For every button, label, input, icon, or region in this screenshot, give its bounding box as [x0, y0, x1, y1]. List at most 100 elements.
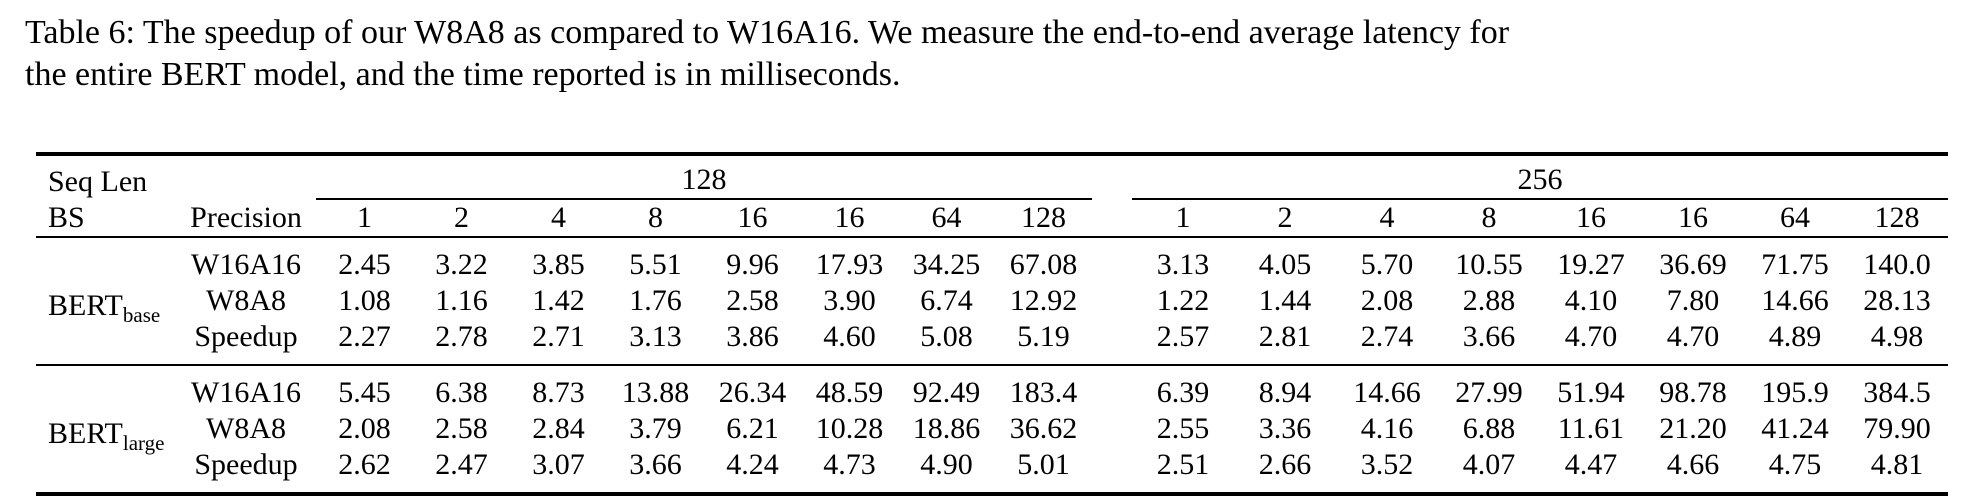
- value-cell: 92.49: [898, 364, 995, 411]
- precision-header: Precision: [176, 154, 316, 238]
- value-cell: 4.07: [1462, 448, 1516, 481]
- row-label-bert-large: BERTlarge: [36, 364, 176, 494]
- subcol-header: 128: [995, 199, 1092, 238]
- value-cell: 19.27: [1557, 248, 1625, 281]
- value-cell: 2.58: [726, 284, 779, 317]
- value-cell: 2.88: [1462, 284, 1516, 317]
- value-cell: 3.86: [726, 320, 779, 353]
- value-cell: 3.36: [1258, 412, 1312, 445]
- value-cell: 3.66: [629, 448, 682, 481]
- value-cell: 5.08: [920, 320, 973, 353]
- value-cell: 1.76: [629, 284, 682, 317]
- value-cell: 5.45: [316, 364, 413, 411]
- value-cell: 4.66: [1666, 448, 1720, 481]
- value-cell: 34.25: [912, 248, 981, 281]
- row-label-bert-base: BERTbase: [36, 237, 176, 365]
- value-cell: 67.08: [1009, 248, 1078, 281]
- value-cell: 5.01: [1017, 448, 1070, 481]
- header-row-groups: Seq Len BS Precision 128 256: [36, 154, 1948, 238]
- subcol-header: 16: [801, 199, 898, 238]
- value-cell: 3.13: [629, 320, 682, 353]
- value-cell: 71.75: [1761, 248, 1829, 281]
- value-cell: 12.92: [1009, 284, 1078, 317]
- value-cell: 28.13: [1863, 284, 1931, 317]
- column-gap: [1092, 283, 1132, 319]
- subcol-header: 8: [607, 199, 704, 238]
- table-row: W8A8 2.08 2.58 2.84 3.79 6.21 10.28 18.8…: [36, 411, 1948, 447]
- value-cell: 4.70: [1666, 320, 1720, 353]
- value-cell: 18.86: [912, 412, 981, 445]
- value-cell: 1.44: [1258, 284, 1312, 317]
- value-cell: 2.55: [1156, 412, 1210, 445]
- subcol-header: 64: [898, 199, 995, 238]
- column-gap: [1092, 411, 1132, 447]
- model-name: BERT: [48, 416, 123, 450]
- subcol-header: 4: [510, 199, 607, 238]
- value-cell: 3.79: [629, 412, 682, 445]
- value-cell: 1.08: [338, 284, 391, 317]
- value-cell: 2.51: [1156, 448, 1210, 481]
- value-cell: 2.57: [1156, 320, 1210, 353]
- value-cell: 3.66: [1462, 320, 1516, 353]
- value-cell: 2.84: [532, 412, 585, 445]
- value-cell: 4.24: [726, 448, 779, 481]
- table-caption: Table 6: The speedup of our W8A8 as comp…: [25, 12, 1965, 96]
- value-cell: 4.90: [920, 448, 973, 481]
- value-cell: 2.58: [435, 412, 488, 445]
- value-cell: 140.0: [1863, 248, 1931, 281]
- column-gap: [1092, 364, 1132, 411]
- value-cell: 27.99: [1438, 364, 1540, 411]
- model-subscript: large: [122, 430, 165, 455]
- value-cell: 8.94: [1234, 364, 1336, 411]
- subcol-header: 128: [1846, 199, 1948, 238]
- subcol-header: 1: [1132, 199, 1234, 238]
- value-cell: 2.27: [338, 320, 391, 353]
- table-row: BERTbase W16A16 2.45 3.22 3.85 5.51 9.96…: [36, 237, 1948, 325]
- value-cell: 384.5: [1846, 364, 1948, 411]
- subcol-header: 2: [1234, 199, 1336, 238]
- value-cell: 2.08: [338, 412, 391, 445]
- value-cell: 6.38: [413, 364, 510, 411]
- caption-line-2: the entire BERT model, and the time repo…: [25, 56, 901, 93]
- value-cell: 14.66: [1761, 284, 1829, 317]
- value-cell: 3.22: [435, 248, 488, 281]
- value-cell: 2.78: [435, 320, 488, 353]
- value-cell: 4.81: [1870, 448, 1924, 481]
- value-cell: 79.90: [1863, 412, 1931, 445]
- group-header-256: 256: [1132, 154, 1948, 200]
- subcol-header: 1: [316, 199, 413, 238]
- value-cell: 1.22: [1156, 284, 1210, 317]
- value-cell: 10.28: [815, 412, 884, 445]
- latency-table: Seq Len BS Precision 128 256 1 2 4 8 16 …: [36, 152, 1948, 496]
- value-cell: 2.74: [1360, 320, 1414, 353]
- value-cell: 3.07: [532, 448, 585, 481]
- value-cell: 4.89: [1768, 320, 1822, 353]
- value-cell: 2.81: [1258, 320, 1312, 353]
- value-cell: 3.52: [1360, 448, 1414, 481]
- value-cell: 2.66: [1258, 448, 1312, 481]
- value-cell: 195.9: [1744, 364, 1846, 411]
- value-cell: 26.34: [704, 364, 801, 411]
- column-gap: [1092, 154, 1132, 238]
- value-cell: 4.10: [1564, 284, 1618, 317]
- value-cell: 3.90: [823, 284, 876, 317]
- header-row-batch-sizes: 1 2 4 8 16 16 64 128 1 2 4 8 16 16 64 12…: [36, 199, 1948, 238]
- model-subscript: base: [122, 302, 161, 327]
- value-cell: 8.73: [510, 364, 607, 411]
- value-cell: 14.66: [1336, 364, 1438, 411]
- model-name: BERT: [48, 288, 123, 322]
- value-cell: 41.24: [1761, 412, 1829, 445]
- value-cell: 36.62: [1009, 412, 1078, 445]
- value-cell: 5.51: [629, 248, 682, 281]
- value-cell: 2.71: [532, 320, 585, 353]
- value-cell: 4.05: [1258, 248, 1312, 281]
- subcol-header: 2: [413, 199, 510, 238]
- table-row: Speedup 2.27 2.78 2.71 3.13 3.86 4.60 5.…: [36, 319, 1948, 365]
- precision-cell: Speedup: [194, 448, 298, 481]
- value-cell: 51.94: [1540, 364, 1642, 411]
- table-row: BERTlarge W16A16 5.45 6.38 8.73 13.88 26…: [36, 364, 1948, 494]
- value-cell: 36.69: [1659, 248, 1727, 281]
- value-cell: 4.47: [1564, 448, 1618, 481]
- corner-header-line2: BS: [48, 201, 85, 234]
- subcol-header: 16: [704, 199, 801, 238]
